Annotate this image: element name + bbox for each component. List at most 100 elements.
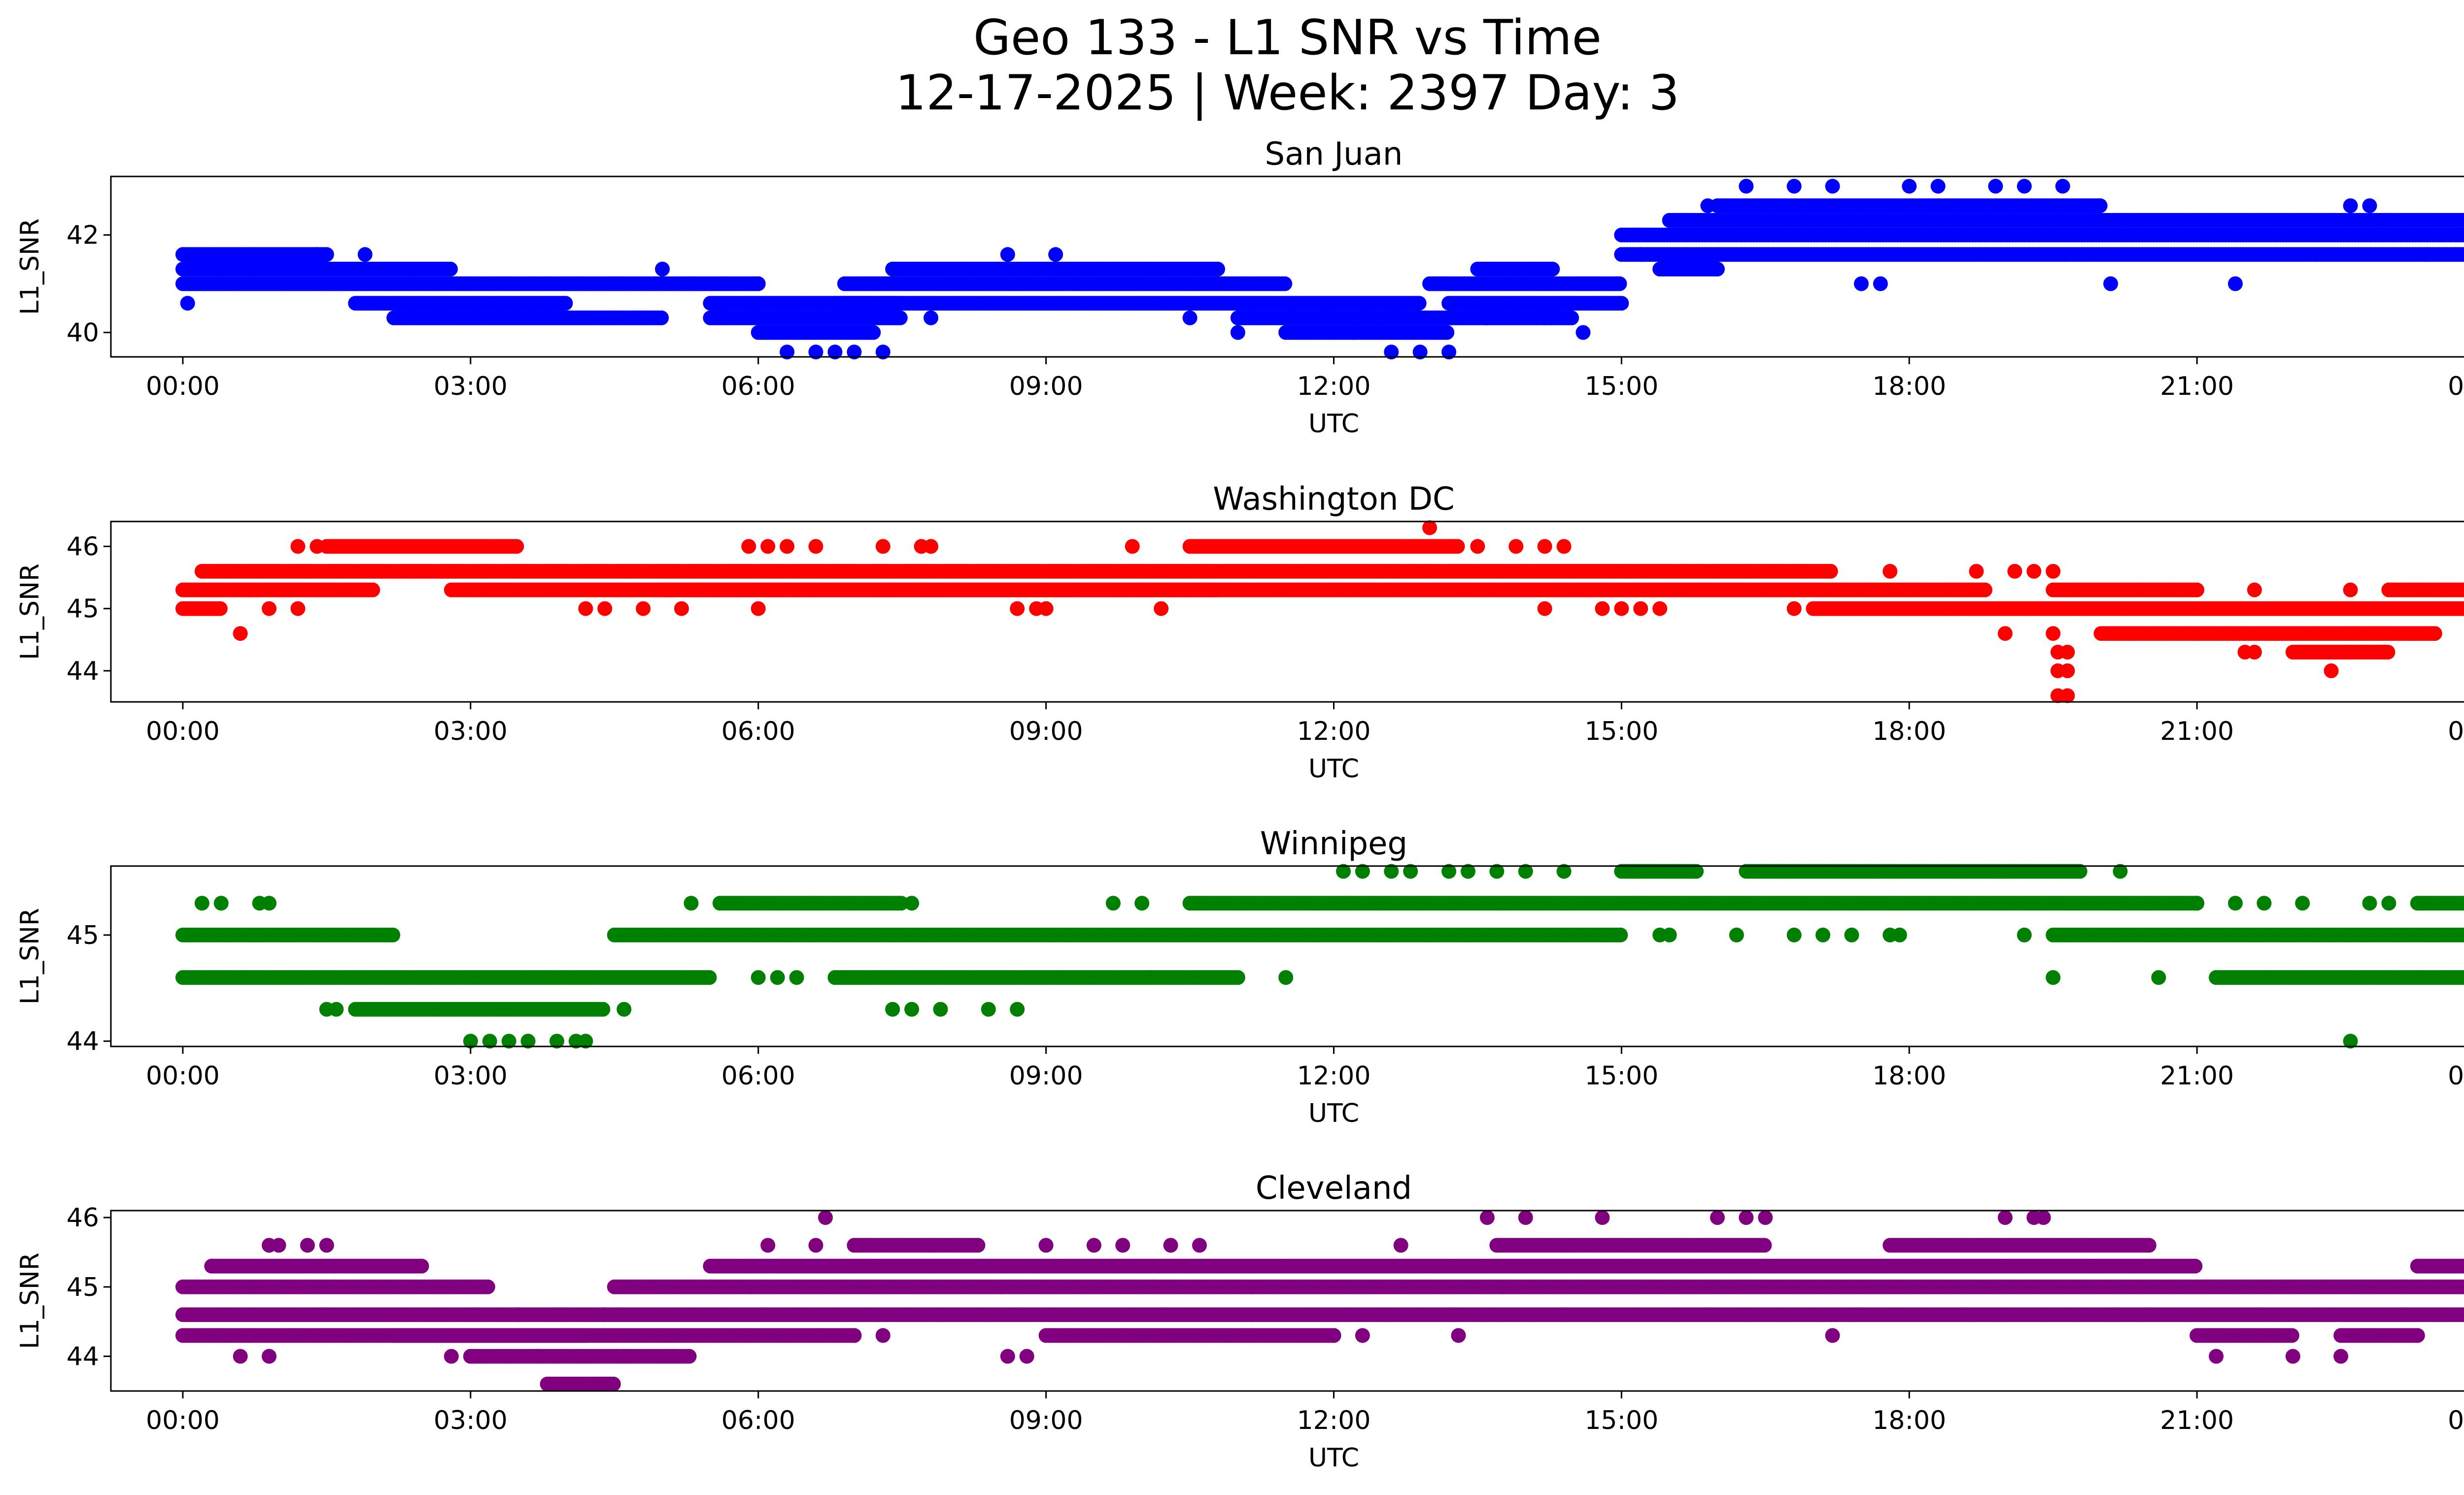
data-point xyxy=(1537,310,1552,325)
data-point xyxy=(2103,276,2118,291)
data-point xyxy=(309,247,325,262)
x-tick-label: 12:00 xyxy=(1297,372,1371,401)
data-point xyxy=(1479,310,1495,325)
data-point xyxy=(578,601,593,616)
data-point xyxy=(1230,325,1245,340)
data-point xyxy=(1825,178,1840,194)
x-axis-label: UTC xyxy=(1308,409,1359,439)
data-point xyxy=(1614,601,1629,616)
y-tick-label: 44 xyxy=(67,657,99,686)
y-tick-label: 40 xyxy=(67,318,99,348)
data-point xyxy=(892,310,908,325)
x-tick-label: 18:00 xyxy=(1872,717,1946,746)
y-tick-label: 46 xyxy=(67,532,99,561)
data-point xyxy=(1786,178,1802,194)
x-tick-label: 00:00 xyxy=(2448,372,2464,401)
data-point xyxy=(702,970,717,985)
x-tick-label: 21:00 xyxy=(2160,717,2234,746)
data-point xyxy=(558,296,573,311)
figure-title-line-1: Geo 133 - L1 SNR vs Time xyxy=(973,10,1602,66)
data-point xyxy=(2427,626,2442,641)
data-point xyxy=(2190,582,2205,597)
y-tick-label: 45 xyxy=(67,594,99,624)
data-point xyxy=(1439,325,1455,340)
data-point xyxy=(1537,601,1552,616)
data-point xyxy=(443,261,458,277)
data-point xyxy=(385,927,401,942)
data-point xyxy=(309,539,325,554)
data-point xyxy=(636,601,651,616)
data-point xyxy=(1038,601,1054,616)
data-point xyxy=(2448,247,2464,262)
data-point xyxy=(808,539,823,554)
data-point xyxy=(1988,178,2003,194)
data-point xyxy=(866,325,881,340)
data-point xyxy=(1595,601,1610,616)
x-tick-label: 06:00 xyxy=(721,372,795,401)
data-point xyxy=(262,601,277,616)
series-points xyxy=(175,864,2464,1049)
data-point xyxy=(1345,325,1361,340)
data-point xyxy=(1537,539,1552,554)
data-point xyxy=(674,601,689,616)
data-point xyxy=(2371,645,2387,660)
data-point xyxy=(1508,539,1524,554)
data-point xyxy=(1182,310,1198,325)
data-point xyxy=(780,539,795,554)
data-point xyxy=(233,626,248,641)
data-point xyxy=(2343,198,2358,213)
data-point xyxy=(1978,582,1992,597)
data-point xyxy=(2060,663,2075,678)
data-point xyxy=(1210,582,1225,597)
data-point xyxy=(1154,601,1169,616)
x-tick-label: 15:00 xyxy=(1584,372,1658,401)
data-point xyxy=(1422,520,1437,535)
data-point xyxy=(1010,601,1025,616)
data-point xyxy=(1873,276,1888,291)
data-point xyxy=(2017,178,2032,194)
data-point xyxy=(180,296,195,311)
data-point xyxy=(1652,601,1668,616)
data-point xyxy=(1564,310,1579,325)
data-point xyxy=(1700,198,1715,213)
data-point xyxy=(1545,261,1560,277)
x-tick-label: 00:00 xyxy=(146,372,220,401)
data-point xyxy=(1786,601,1802,616)
data-point xyxy=(2026,564,2042,579)
data-point xyxy=(1930,178,1946,194)
data-point xyxy=(741,539,756,554)
data-point xyxy=(597,601,613,616)
x-tick-label: 18:00 xyxy=(1872,372,1946,401)
data-point xyxy=(875,539,890,554)
data-point xyxy=(2060,645,2075,660)
data-point xyxy=(924,539,939,554)
data-point xyxy=(655,261,670,277)
data-point xyxy=(290,601,306,616)
panel-title: Washington DC xyxy=(1213,481,1454,518)
data-point xyxy=(1210,261,1225,277)
data-point xyxy=(2247,582,2262,597)
y-tick-label: 42 xyxy=(67,221,99,250)
data-point xyxy=(2007,564,2022,579)
data-point xyxy=(357,247,373,262)
data-point xyxy=(1882,564,1898,579)
figure-title-line-2: 12-17-2025 | Week: 2397 Day: 3 xyxy=(895,65,1679,121)
x-tick-label: 21:00 xyxy=(2160,372,2234,401)
data-point xyxy=(1575,325,1591,340)
panel-title: San Juan xyxy=(1265,136,1403,173)
series-points xyxy=(175,178,2464,360)
data-point xyxy=(2046,564,2061,579)
data-point xyxy=(1277,276,1293,291)
x-axis-label: UTC xyxy=(1308,754,1359,784)
data-point xyxy=(1470,539,1485,554)
data-point xyxy=(2228,276,2243,291)
data-point xyxy=(1614,296,1629,311)
data-point xyxy=(1000,247,1015,262)
data-point xyxy=(1048,247,1063,262)
data-point xyxy=(654,310,669,325)
data-point xyxy=(1633,247,1648,262)
x-tick-label: 09:00 xyxy=(1009,372,1083,401)
